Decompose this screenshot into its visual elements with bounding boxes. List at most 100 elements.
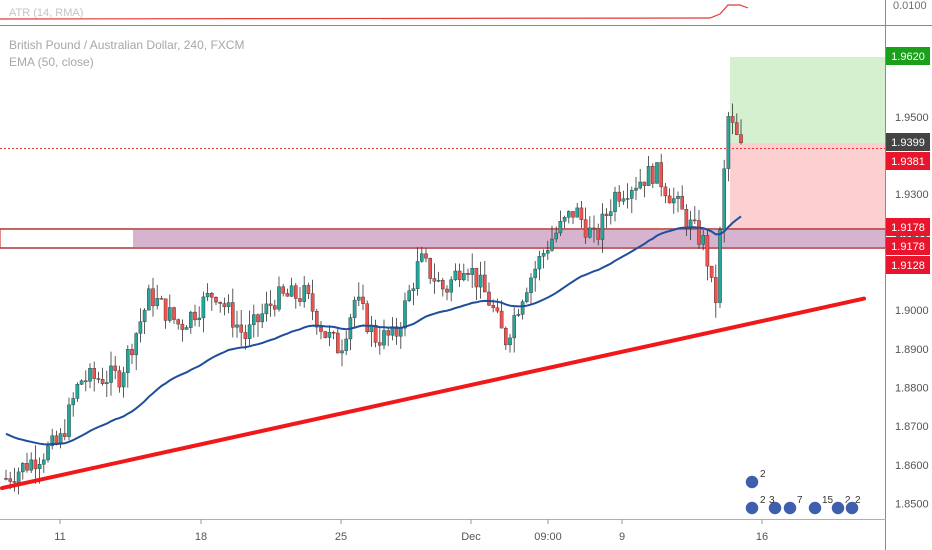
candle-body xyxy=(357,296,361,301)
zone-top-badge-label: 1.9178 xyxy=(891,222,925,234)
candle-body xyxy=(407,290,412,301)
candle-body xyxy=(735,122,739,135)
time-tick-label: 11 xyxy=(54,531,65,543)
candle-body xyxy=(365,303,370,333)
candle-body xyxy=(403,300,407,329)
candle-body xyxy=(25,463,29,471)
candle-body xyxy=(138,321,143,334)
zone-top-badge xyxy=(886,218,930,236)
candle-body xyxy=(310,293,315,312)
candle-body xyxy=(420,253,424,262)
candle-body xyxy=(340,350,344,354)
candle-body xyxy=(361,296,365,304)
price-axis[interactable]: 1.95001.93001.92001.90001.89001.88001.87… xyxy=(895,112,929,511)
candle-body xyxy=(88,368,92,382)
candle-body xyxy=(323,331,328,338)
price-tick-label: 1.8800 xyxy=(895,383,929,395)
candle-body xyxy=(609,211,613,216)
candle-body xyxy=(176,319,181,325)
candle-body xyxy=(516,314,521,316)
candle-body xyxy=(130,349,134,356)
candle-body xyxy=(113,365,117,371)
candle-body xyxy=(474,268,479,288)
candle-body xyxy=(264,303,269,315)
atr-pane[interactable]: ATR (14, RMA) 0.0100 xyxy=(0,0,927,20)
candle-body xyxy=(625,198,630,200)
candle-body xyxy=(428,258,433,279)
candle-body xyxy=(567,211,571,218)
candle-body xyxy=(104,382,109,384)
candle-body xyxy=(151,288,155,307)
candle-body xyxy=(285,293,290,297)
candle-body xyxy=(218,301,223,304)
candle-body xyxy=(646,165,651,186)
candle-body xyxy=(226,302,231,308)
candle-body xyxy=(197,317,202,320)
candle-body xyxy=(193,311,197,321)
candle-body xyxy=(394,326,399,337)
candle-body xyxy=(273,305,277,310)
candle-body xyxy=(58,433,63,444)
ema-line[interactable] xyxy=(5,215,742,446)
calendar-event[interactable]: 2 xyxy=(844,495,861,516)
event-count: 2 xyxy=(855,495,861,506)
candle-body xyxy=(659,162,663,188)
candle-body xyxy=(399,327,403,337)
candle-body xyxy=(344,338,349,352)
candles xyxy=(4,103,743,495)
event-count: 7 xyxy=(797,495,803,506)
calendar-events[interactable]: 2 2 3 7 15 2 2 xyxy=(744,469,861,516)
candle-body xyxy=(83,380,88,382)
candle-body xyxy=(121,372,126,388)
candle-body xyxy=(525,292,529,302)
flag-icon xyxy=(844,500,860,516)
time-tick-label: 09:00 xyxy=(534,531,562,543)
candle-body xyxy=(117,370,122,388)
candle-body xyxy=(705,235,710,267)
candle-body xyxy=(167,307,172,321)
candle-body xyxy=(29,459,34,471)
calendar-event[interactable]: 3 xyxy=(767,495,783,516)
candle-body xyxy=(155,298,160,306)
stop-zone[interactable] xyxy=(730,143,885,230)
candle-body xyxy=(63,433,67,437)
flag-icon xyxy=(830,500,846,516)
candle-body xyxy=(268,303,273,306)
candle-body xyxy=(575,207,579,218)
candle-body xyxy=(588,227,592,238)
candle-body xyxy=(100,379,105,385)
zone-band[interactable] xyxy=(133,230,885,247)
price-tick-label: 1.8700 xyxy=(895,421,929,433)
candle-body xyxy=(491,305,496,308)
calendar-event[interactable]: 2 xyxy=(744,469,766,490)
candle-body xyxy=(436,280,441,282)
candle-body xyxy=(504,328,508,346)
candle-body xyxy=(188,311,193,328)
candle-body xyxy=(134,333,139,356)
calendar-event[interactable]: 15 xyxy=(807,495,834,516)
candle-body xyxy=(42,459,46,465)
zone-mid-badge-label: 1.9178 xyxy=(891,241,925,253)
candle-body xyxy=(617,191,621,202)
candle-body xyxy=(382,330,386,346)
candle-body xyxy=(415,261,420,289)
candle-body xyxy=(230,302,235,328)
candle-body xyxy=(247,324,252,339)
target-zone[interactable] xyxy=(730,57,885,143)
candle-body xyxy=(8,478,13,482)
candle-body xyxy=(520,301,525,315)
trendline[interactable] xyxy=(0,296,866,491)
calendar-event[interactable]: 2 xyxy=(744,495,766,516)
calendar-event[interactable]: 7 xyxy=(782,495,803,516)
candle-body xyxy=(693,219,697,222)
candle-body xyxy=(600,213,605,240)
candle-body xyxy=(550,238,554,251)
candle-body xyxy=(730,116,735,123)
candle-body xyxy=(222,303,227,308)
time-axis[interactable]: 11 18 25 Dec 09:00 9 16 xyxy=(54,519,768,543)
candle-body xyxy=(209,293,214,298)
candle-body xyxy=(243,332,248,339)
event-count: 2 xyxy=(760,469,766,480)
candle-body xyxy=(306,285,311,294)
